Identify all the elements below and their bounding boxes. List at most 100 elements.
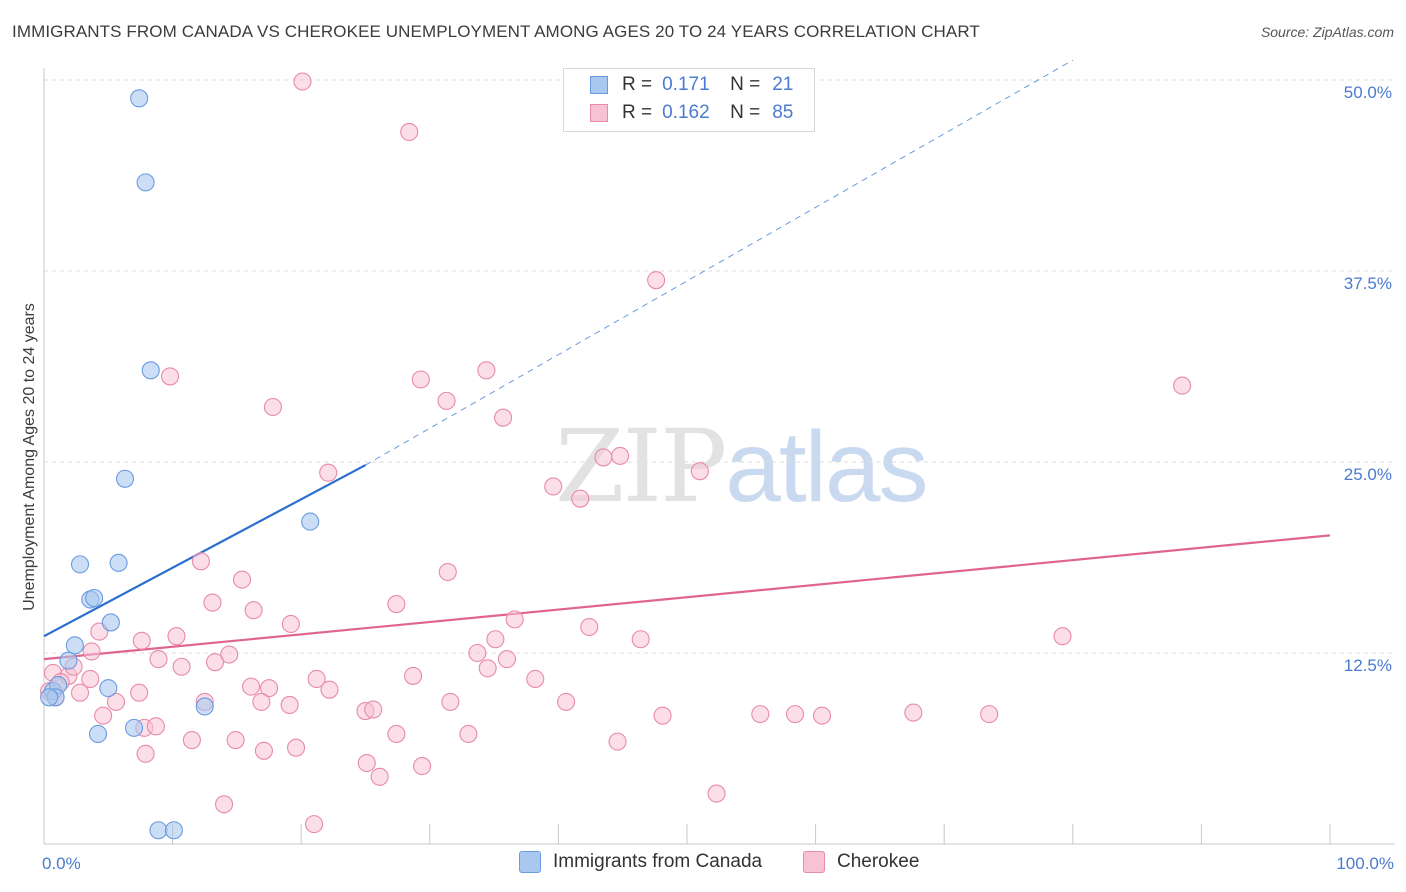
legend-r-label: R =	[622, 102, 653, 123]
cherokee-point	[387, 595, 406, 614]
tick-labels: 12.5% 25.0% 37.5% 50.0% 0.0% 100.0%	[42, 83, 1394, 873]
legend-row-cherokee: R = 0.162 N = 85	[590, 101, 793, 125]
cherokee-point	[404, 666, 423, 685]
cherokee-point	[305, 815, 324, 834]
y-tick-label: 50.0%	[1344, 83, 1392, 102]
x-tick-label: 100.0%	[1336, 854, 1394, 873]
canada-point	[115, 469, 135, 488]
canada-point	[65, 636, 84, 655]
y-tick-label: 25.0%	[1344, 465, 1392, 484]
cherokee-point	[82, 642, 101, 661]
canada-swatch	[519, 851, 541, 873]
legend-n-label: N =	[730, 102, 761, 123]
canada-point	[130, 89, 149, 108]
cherokee-point	[364, 700, 383, 719]
cherokee-point	[203, 593, 222, 612]
legend-n-value: 85	[772, 102, 794, 123]
legend-r-value: 0.171	[662, 74, 710, 95]
cherokee-point	[980, 705, 999, 724]
cherokee-point	[280, 695, 299, 715]
cherokee-point	[459, 724, 478, 744]
cherokee-point	[370, 767, 389, 786]
canada-point	[195, 697, 214, 716]
canada-trend-line	[43, 464, 367, 638]
cherokee-point	[241, 677, 261, 696]
data-points	[40, 72, 1192, 840]
cherokee-point	[293, 72, 312, 91]
cherokee-point	[441, 692, 460, 711]
cherokee-point	[287, 738, 306, 757]
cherokee-point	[232, 570, 252, 589]
cherokee-point	[130, 683, 149, 702]
cherokee-point	[580, 617, 599, 637]
canada-point	[88, 724, 108, 744]
cherokee-point	[244, 601, 263, 620]
grid-lines	[44, 79, 1395, 654]
legend-row-canada: R = 0.171 N = 21	[590, 73, 793, 97]
canada-point	[85, 588, 104, 608]
legend-item-cherokee[interactable]: Cherokee	[803, 851, 919, 873]
cherokee-point	[411, 370, 430, 389]
legend-n-value: 21	[772, 74, 794, 95]
cherokee-swatch	[590, 104, 608, 122]
cherokee-point	[557, 692, 576, 711]
cherokee-point	[611, 446, 630, 465]
cherokee-point	[497, 650, 517, 669]
cherokee-point	[191, 552, 210, 571]
cherokee-point	[690, 462, 709, 481]
chart-title: IMMIGRANTS FROM CANADA VS CHEROKEE UNEMP…	[12, 22, 980, 41]
cherokee-point	[904, 703, 923, 722]
canada-point	[141, 361, 160, 380]
cherokee-point	[785, 705, 805, 724]
cherokee-point	[571, 489, 590, 508]
cherokee-point	[594, 448, 613, 467]
legend-n-label: N =	[730, 74, 761, 95]
cherokee-point	[319, 463, 338, 482]
cherokee-point	[812, 706, 832, 725]
cherokee-point	[478, 659, 497, 678]
legend-item-canada[interactable]: Immigrants from Canada	[519, 851, 762, 873]
legend-label-canada: Immigrants from Canada	[553, 851, 763, 872]
cherokee-trend-line	[43, 534, 1331, 661]
cherokee-point	[172, 657, 191, 676]
cherokee-point	[647, 271, 666, 290]
cherokee-point	[468, 643, 487, 663]
cherokee-point	[307, 669, 326, 689]
cherokee-point	[259, 679, 279, 698]
y-tick-label: 37.5%	[1344, 274, 1392, 293]
cherokee-point	[387, 724, 406, 744]
correlation-legend: R = 0.171 N = 21 R = 0.162 N = 85	[563, 68, 815, 132]
cherokee-point	[220, 645, 239, 664]
trend-lines	[43, 59, 1331, 661]
axes	[43, 68, 1395, 845]
source-label: Source: ZipAtlas.com	[1260, 24, 1394, 40]
canada-point	[149, 821, 168, 840]
legend-label-cherokee: Cherokee	[837, 851, 920, 872]
cherokee-point	[226, 731, 245, 750]
cherokee-point	[544, 477, 563, 496]
cherokee-point	[263, 397, 282, 417]
cherokee-point	[281, 614, 300, 634]
cherokee-point	[653, 706, 672, 725]
canada-point	[109, 553, 128, 572]
canada-point	[59, 651, 78, 670]
cherokee-point	[254, 741, 273, 760]
watermark-atlas: atlas	[725, 411, 928, 523]
legend-r-value: 0.162	[662, 102, 710, 123]
canada-point	[136, 173, 155, 192]
cherokee-point	[320, 680, 339, 699]
cherokee-point	[252, 692, 271, 711]
cherokee-point	[477, 361, 496, 380]
cherokee-point	[1173, 376, 1192, 395]
cherokee-point	[437, 391, 456, 410]
cherokee-point	[438, 562, 457, 582]
cherokee-point	[94, 706, 113, 725]
cherokee-point	[526, 669, 545, 689]
cherokee-swatch	[803, 851, 825, 873]
canada-point	[164, 821, 183, 840]
cherokee-point	[167, 627, 186, 646]
cherokee-point	[160, 367, 180, 386]
canada-trend-extension	[365, 59, 1074, 466]
cherokee-point	[486, 630, 505, 649]
